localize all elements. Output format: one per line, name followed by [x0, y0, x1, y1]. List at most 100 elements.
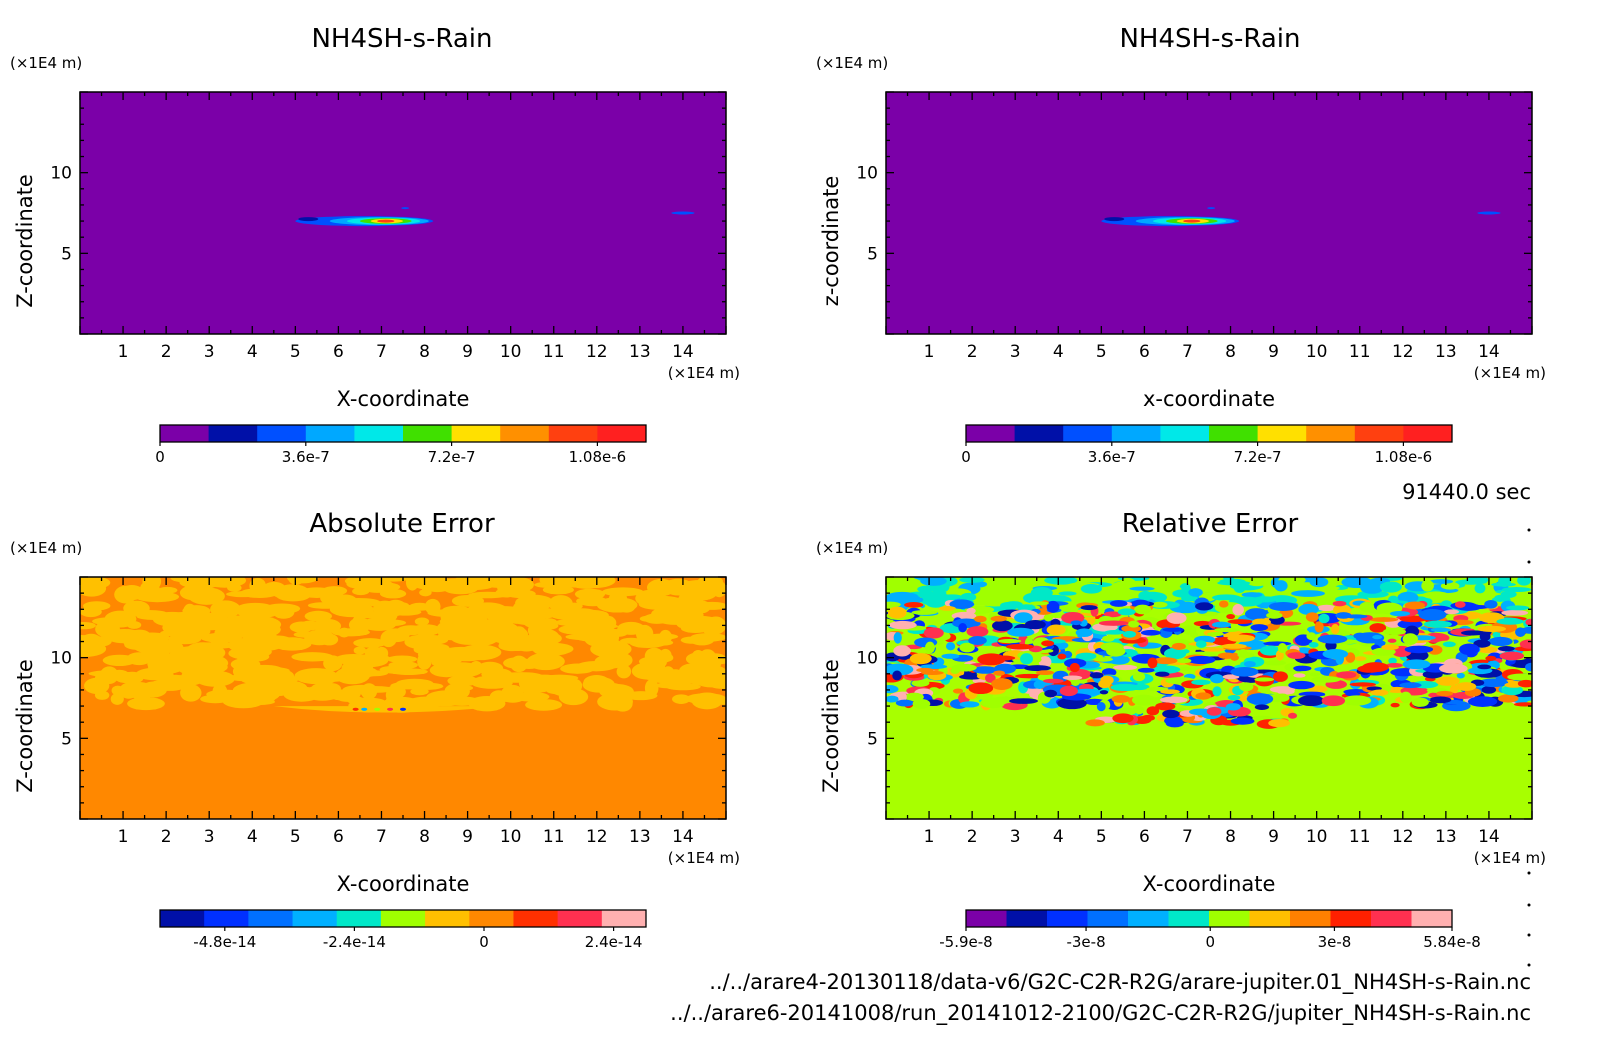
error-blob: [1477, 625, 1507, 632]
colorbar-tick-label: -3e-8: [1066, 933, 1105, 951]
error-blob: [1488, 636, 1513, 647]
error-blob: [893, 645, 911, 657]
error-blob: [916, 667, 934, 673]
error-blob: [1423, 620, 1452, 628]
error-blob: [289, 621, 314, 633]
colorbar-segment: [248, 910, 294, 927]
colorbar-tick-label: 7.2e-7: [1234, 448, 1282, 466]
error-blob: [968, 636, 987, 645]
error-blob: [1266, 612, 1283, 619]
x-tick-label: 1: [924, 827, 935, 847]
error-blob: [531, 621, 559, 631]
error-blob: [1247, 579, 1267, 587]
error-blob: [1439, 663, 1468, 674]
error-blob: [1445, 594, 1472, 604]
error-blob: [212, 683, 228, 700]
error-blob: [1239, 682, 1254, 692]
colorbar-segment: [1290, 910, 1331, 927]
heatmap-field: [80, 92, 726, 334]
rain-contour: [1477, 211, 1501, 215]
file-path-1: ../../arare4-20130118/data-v6/G2C-C2R-R2…: [709, 970, 1531, 995]
error-blob: [1491, 582, 1516, 587]
error-blob: [1227, 634, 1255, 642]
x-tick-label: 14: [672, 342, 694, 362]
colorbar-segment: [1128, 910, 1169, 927]
y-unit-label: (×1E4 m): [816, 54, 888, 72]
error-blob: [471, 675, 511, 688]
error-blob: [1460, 630, 1486, 636]
colorbar-tick-label: 0: [1205, 933, 1215, 951]
error-blob: [1318, 613, 1330, 624]
error-blob: [639, 615, 656, 622]
error-blob: [104, 628, 144, 644]
error-blob: [1134, 604, 1152, 615]
error-blob: [1024, 619, 1046, 630]
colorbar-segment: [1111, 425, 1161, 442]
error-blob: [886, 685, 899, 694]
error-blob: [1467, 696, 1498, 707]
chart-title: Absolute Error: [309, 509, 495, 539]
x-tick-label: 4: [1053, 342, 1064, 362]
error-blob: [679, 579, 720, 594]
colorbar-segment: [966, 910, 1007, 927]
error-blob: [1298, 603, 1319, 615]
error-blob: [1507, 673, 1532, 681]
error-blob: [912, 698, 931, 709]
colorbar-segment: [208, 425, 258, 442]
x-tick-label: 6: [1139, 342, 1150, 362]
error-blob: [1111, 695, 1131, 703]
colorbar-tick-label: 3.6e-7: [1088, 448, 1136, 466]
rain-contour: [1183, 219, 1201, 223]
error-blob: [1046, 600, 1060, 613]
error-blob: [405, 577, 419, 591]
x-tick-label: 1: [924, 342, 935, 362]
error-blob: [303, 636, 338, 643]
error-blob: [1206, 707, 1222, 716]
y-tick-label: 10: [50, 164, 72, 184]
error-blob: [1140, 629, 1161, 636]
error-blob: [917, 585, 936, 593]
error-blob: [1342, 695, 1372, 706]
error-blob: [1442, 641, 1456, 648]
heatmap-field: [886, 577, 1532, 819]
error-blob: [1015, 673, 1044, 679]
error-blob: [1166, 612, 1187, 624]
error-blob: [1237, 651, 1255, 658]
error-blob: [156, 647, 170, 661]
error-blob: [974, 615, 987, 623]
error-blob: [1298, 695, 1325, 707]
x-tick-label: 6: [1139, 827, 1150, 847]
error-blob: [304, 610, 333, 622]
error-blob: [80, 633, 103, 651]
error-blob: [1277, 643, 1287, 654]
error-blob: [316, 668, 331, 681]
error-blob: [514, 639, 539, 652]
colorbar-segment: [1257, 425, 1307, 442]
error-blob: [274, 673, 292, 689]
error-blob: [1272, 671, 1288, 682]
error-blob: [1251, 618, 1271, 626]
error-blob: [609, 697, 622, 705]
error-blob: [1080, 605, 1098, 611]
error-blob: [1207, 632, 1224, 637]
error-blob: [235, 648, 251, 661]
error-blob: [83, 601, 111, 611]
colorbar-frame: [159, 424, 647, 443]
x-tick-label: 14: [1478, 342, 1500, 362]
error-blob: [417, 652, 432, 670]
x-tick-label: 5: [290, 827, 301, 847]
error-blob: [1485, 655, 1497, 661]
error-blob: [1007, 627, 1035, 637]
colorbar-segment: [380, 910, 426, 927]
error-blob: [1187, 655, 1216, 665]
x-tick-label: 1: [118, 342, 129, 362]
error-blob: [1131, 694, 1156, 706]
error-blob: [288, 577, 305, 585]
error-blob: [370, 619, 407, 627]
y-tick-label: 5: [61, 244, 72, 264]
error-blob: [150, 668, 174, 682]
error-blob: [972, 666, 998, 674]
colorbar-segment: [160, 425, 210, 442]
error-blob: [1080, 583, 1103, 594]
